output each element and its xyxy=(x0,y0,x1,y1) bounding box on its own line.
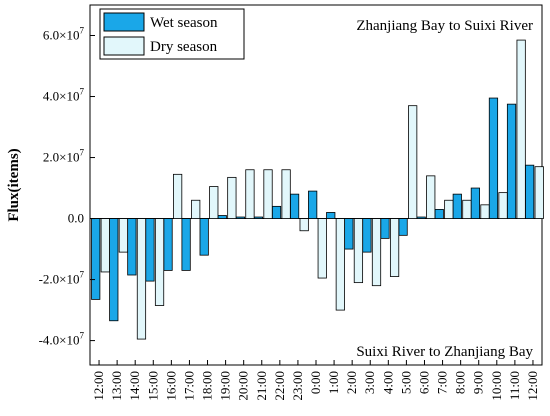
bar-dry-season-4 xyxy=(173,173,183,219)
x-tick-label-21: 9:00 xyxy=(471,371,486,394)
bar-wet-season-17 xyxy=(398,218,408,236)
bar-dry-season-19 xyxy=(444,199,454,219)
x-tick-label-9: 21:00 xyxy=(254,371,269,401)
bar-dry-season-24 xyxy=(534,166,544,219)
x-tick-label-23: 11:00 xyxy=(507,371,522,400)
x-tick-label-7: 19:00 xyxy=(218,371,233,401)
bar-wet-season-19 xyxy=(434,209,444,219)
bar-wet-season-3 xyxy=(145,218,155,282)
y-tick-label-1: -2.0×107 xyxy=(39,270,85,287)
x-tick-label-19: 7:00 xyxy=(435,371,450,394)
bar-dry-season-22 xyxy=(498,192,508,219)
x-tick-label-17: 5:00 xyxy=(398,371,413,394)
y-axis-title: Flux(items) xyxy=(6,148,22,221)
x-tick-label-4: 16:00 xyxy=(163,371,178,401)
bar-wet-season-14 xyxy=(344,218,354,250)
annotation-bottom-right: Suixi River to Zhanjiang Bay xyxy=(356,344,533,360)
bar-dry-season-18 xyxy=(426,175,436,219)
x-tick-label-1: 13:00 xyxy=(109,371,124,401)
y-tick-label-2: 0.0 xyxy=(68,211,84,226)
x-tick-label-0: 12:00 xyxy=(91,371,106,401)
x-tick-label-12: 0:00 xyxy=(308,371,323,394)
legend-swatch-dry-season xyxy=(103,36,145,56)
bar-dry-season-16 xyxy=(389,218,400,277)
bar-dry-season-21 xyxy=(480,204,490,219)
bar-dry-season-8 xyxy=(245,169,255,219)
bar-wet-season-18 xyxy=(416,216,426,219)
x-tick-label-22: 10:00 xyxy=(489,371,504,401)
y-tick-label-3: 2.0×107 xyxy=(43,148,85,165)
bar-dry-season-5 xyxy=(191,199,201,219)
bar-wet-season-7 xyxy=(217,215,227,219)
bar-dry-season-3 xyxy=(154,218,165,306)
x-tick-label-2: 14:00 xyxy=(127,371,142,401)
legend: Wet season Dry season xyxy=(99,8,245,60)
bar-wet-season-4 xyxy=(163,218,173,271)
bar-wet-season-8 xyxy=(235,216,245,219)
y-tick-label-0: -4.0×107 xyxy=(39,331,85,348)
bar-dry-season-7 xyxy=(227,176,237,219)
bar-wet-season-23 xyxy=(506,103,517,219)
x-tick-label-8: 20:00 xyxy=(236,371,251,401)
x-tick-label-5: 17:00 xyxy=(181,371,196,401)
x-tick-label-15: 3:00 xyxy=(362,371,377,394)
bar-dry-season-13 xyxy=(335,218,345,311)
bar-dry-season-17 xyxy=(408,105,418,219)
bar-wet-season-21 xyxy=(470,187,480,219)
bar-dry-season-6 xyxy=(209,186,219,219)
bar-wet-season-24 xyxy=(525,164,535,219)
x-tick-label-14: 2:00 xyxy=(344,371,359,394)
x-tick-label-6: 18:00 xyxy=(200,371,215,401)
legend-label-dry-season: Dry season xyxy=(150,39,218,55)
x-tick-label-11: 23:00 xyxy=(290,371,305,401)
x-axis-ticks: 12:00 13:00 14:00 15:00 16:00 17:00 18:00 19:00… xyxy=(91,360,540,401)
annotation-top-right: Zhanjiang Bay to Suixi River xyxy=(356,18,533,34)
x-tick-label-18: 6:00 xyxy=(416,371,431,394)
bar-dry-season-15 xyxy=(371,218,382,287)
legend-label-wet-season: Wet season xyxy=(150,15,218,31)
legend-swatch-wet-season xyxy=(103,12,145,32)
bar-wet-season-6 xyxy=(199,218,209,256)
bar-dry-season-20 xyxy=(462,199,472,219)
x-tick-label-3: 15:00 xyxy=(145,371,160,401)
bar-dry-season-9 xyxy=(263,169,273,219)
bar-wet-season-15 xyxy=(362,218,372,253)
bar-wet-season-1 xyxy=(109,218,119,322)
bar-dry-season-11 xyxy=(299,218,309,232)
bar-wet-season-12 xyxy=(308,190,318,219)
bar-wet-season-22 xyxy=(488,97,499,219)
bar-wet-season-9 xyxy=(253,216,264,219)
bar-dry-season-12 xyxy=(317,218,327,279)
bar-dry-season-23 xyxy=(516,39,526,219)
y-tick-label-4: 4.0×107 xyxy=(43,87,85,104)
bar-wet-season-0 xyxy=(91,218,101,300)
bar-wet-season-11 xyxy=(289,193,300,219)
y-tick-label-5: 6.0×107 xyxy=(43,26,85,43)
bar-dry-season-1 xyxy=(118,218,128,253)
bars-layer xyxy=(91,39,544,340)
x-tick-label-24: 12:00 xyxy=(525,371,540,401)
bar-wet-season-5 xyxy=(181,218,191,271)
bar-dry-season-2 xyxy=(136,218,147,340)
bar-dry-season-10 xyxy=(281,169,291,219)
y-axis-ticks: -4.0×107 -2.0×107 0.0 2.0×107 4.0×107 6.0×107 xyxy=(39,26,95,348)
bar-dry-season-0 xyxy=(100,218,110,273)
x-tick-label-16: 4:00 xyxy=(380,371,395,394)
x-tick-label-20: 8:00 xyxy=(453,371,468,394)
x-tick-label-10: 22:00 xyxy=(272,371,287,401)
bar-wet-season-20 xyxy=(452,193,462,219)
bar-wet-season-10 xyxy=(271,205,282,219)
bar-wet-season-13 xyxy=(326,212,336,219)
bar-dry-season-14 xyxy=(353,218,364,284)
bar-wet-season-2 xyxy=(127,218,137,276)
x-tick-label-13: 1:00 xyxy=(326,371,341,394)
bar-wet-season-16 xyxy=(380,218,390,239)
